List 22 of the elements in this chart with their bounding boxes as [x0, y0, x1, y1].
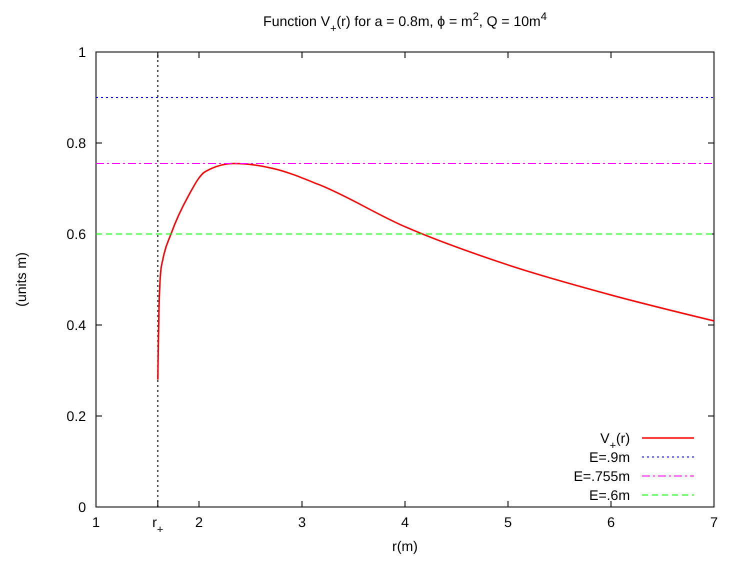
x-axis-title: r(m)	[392, 538, 418, 554]
y-tick-label: 0.4	[66, 317, 86, 333]
y-tick-label: 0.8	[66, 135, 86, 151]
x-tick-label: 7	[710, 514, 718, 530]
y-tick-label: 0.2	[66, 408, 86, 424]
legend-label: E=.9m	[589, 449, 630, 465]
y-tick-label: 0.6	[66, 226, 86, 242]
chart-title: Function V$_{+}$(r) for a = 0.8m, ϕ = m$^{2}$, Q = 10m$^{4}$	[263, 11, 547, 35]
legend-label: E=.755m	[574, 468, 630, 484]
legend-label: E=.6m	[589, 487, 630, 503]
x-tick-label: 3	[298, 514, 306, 530]
line-series	[157, 162, 715, 380]
x-tick-label: r$_{+}$	[152, 514, 164, 536]
x-tick-label: 6	[607, 514, 616, 530]
y-tick-label: 1	[78, 44, 86, 60]
y-axis-title: (units m)	[13, 252, 29, 307]
x-tick-label: 5	[504, 514, 512, 530]
x-tick-label: 4	[401, 514, 410, 530]
legend-label: V$_{+}$(r)	[600, 430, 630, 452]
x-tick-label: 1	[92, 514, 100, 530]
y-tick-label: 0	[78, 499, 86, 515]
x-tick-label: 2	[195, 514, 204, 530]
